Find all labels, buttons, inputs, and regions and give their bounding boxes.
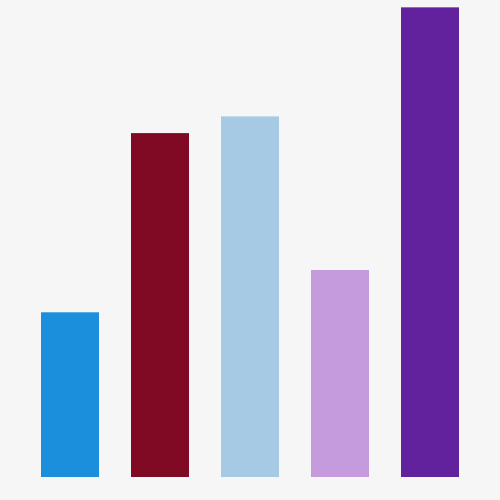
bars-group [41,7,459,478]
bar-3 [221,116,279,478]
bar-2 [131,133,189,477]
bar-5 [401,7,459,477]
bar-1 [41,312,99,477]
bar-4 [311,269,369,477]
